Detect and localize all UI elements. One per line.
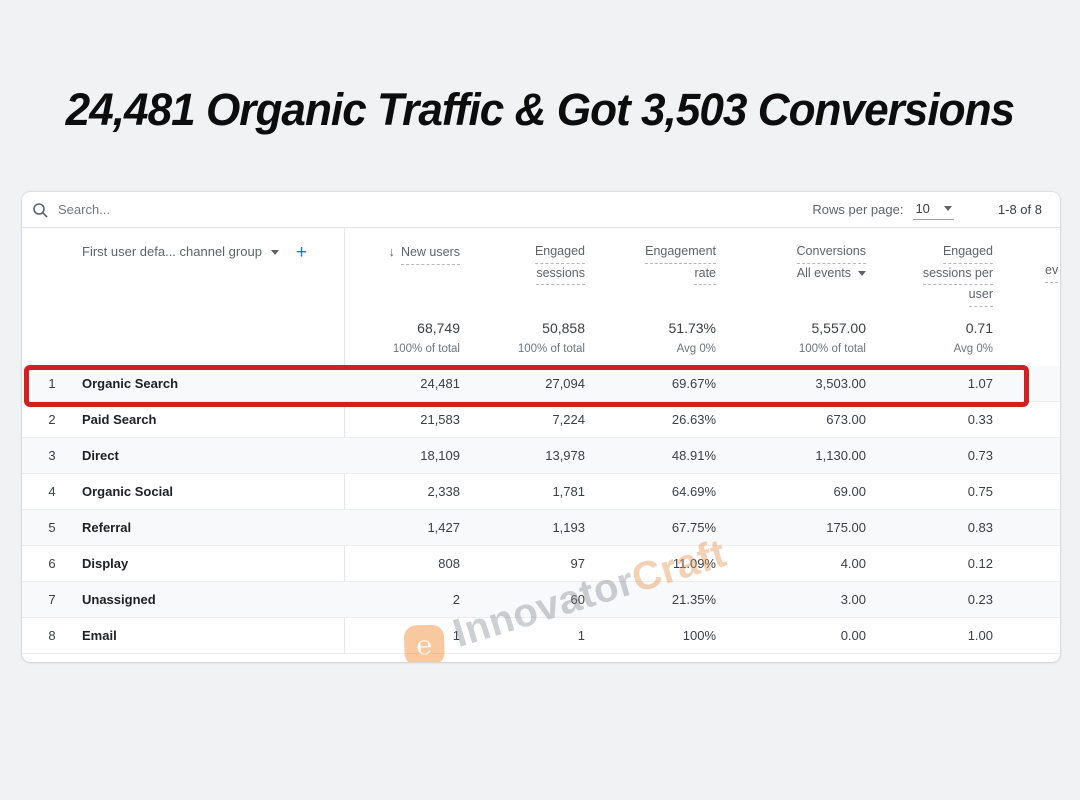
conversions-event-filter[interactable]: All events <box>797 264 866 284</box>
table-toolbar: Rows per page: 10 1-8 of 8 <box>22 192 1060 228</box>
column-header-engagement-rate[interactable]: Engagement rate <box>585 228 716 310</box>
table-header-row: First user defa... channel group + ↓ New … <box>22 228 1060 310</box>
table-row-organic-social[interactable]: 4 Organic Social 2,338 1,781 64.69% 69.0… <box>22 474 1060 510</box>
totals-new-users: 68,749 100% of total <box>392 320 460 355</box>
rows-per-page-select[interactable]: 10 <box>913 200 954 220</box>
table-row-display[interactable]: 6 Display 808 97 11.09% 4.00 0.12 <box>22 546 1060 582</box>
column-header-conversions[interactable]: Conversions All events <box>716 228 866 310</box>
rows-per-page-label: Rows per page: <box>812 202 904 217</box>
totals-row: 68,749 100% of total 50,858 100% of total … <box>22 310 1060 366</box>
rows-per-page-value: 10 <box>915 200 930 216</box>
column-header-engaged-sessions-per-user[interactable]: Engaged sessions per user <box>866 228 993 310</box>
column-header-new-users[interactable]: ↓ New users <box>344 228 460 310</box>
table-row-direct[interactable]: 3 Direct 18,109 13,978 48.91% 1,130.00 0… <box>22 438 1060 474</box>
totals-engaged-sessions: 50,858 100% of total <box>517 320 585 355</box>
add-dimension-button[interactable]: + <box>295 242 308 263</box>
table-row-unassigned[interactable]: 7 Unassigned 2 60 21.35% 3.00 0.23 <box>22 582 1060 618</box>
search-box[interactable] <box>32 202 812 218</box>
analytics-table-card: Rows per page: 10 1-8 of 8 First user de… <box>22 192 1060 662</box>
page-title-text: 24,481 Organic Traffic & Got 3,503 Conve… <box>65 84 1015 135</box>
page-title: 24,481 Organic Traffic & Got 3,503 Conve… <box>0 84 1080 136</box>
totals-conversions: 5,557.00 100% of total <box>798 320 866 355</box>
chevron-down-icon <box>943 205 952 211</box>
dimension-column-header[interactable]: First user defa... channel group + <box>22 228 344 310</box>
table-row-referral[interactable]: 5 Referral 1,427 1,193 67.75% 175.00 0.8… <box>22 510 1060 546</box>
table-row-organic-search[interactable]: 1 Organic Search 24,481 27,094 69.67% 3,… <box>22 366 1060 402</box>
search-input[interactable] <box>58 202 358 217</box>
column-header-truncated[interactable]: ev <box>993 228 1060 310</box>
sort-descending-icon: ↓ <box>388 244 395 259</box>
search-icon <box>33 202 48 218</box>
chevron-down-icon[interactable] <box>270 250 279 255</box>
chevron-down-icon <box>858 270 866 276</box>
column-header-engaged-sessions[interactable]: Engaged sessions <box>460 228 585 310</box>
pagination-status: 1-8 of 8 <box>997 202 1042 217</box>
totals-engagement-rate: 51.73% Avg 0% <box>668 320 716 355</box>
table-row-paid-search[interactable]: 2 Paid Search 21,583 7,224 26.63% 673.00… <box>22 402 1060 438</box>
table-body: 1 Organic Search 24,481 27,094 69.67% 3,… <box>22 366 1060 654</box>
table-row-email[interactable]: 8 Email 1 1 100% 0.00 1.00 <box>22 618 1060 654</box>
dimension-header-label: First user defa... channel group <box>82 244 262 259</box>
totals-engaged-sessions-per-user: 0.71 Avg 0% <box>953 320 993 355</box>
